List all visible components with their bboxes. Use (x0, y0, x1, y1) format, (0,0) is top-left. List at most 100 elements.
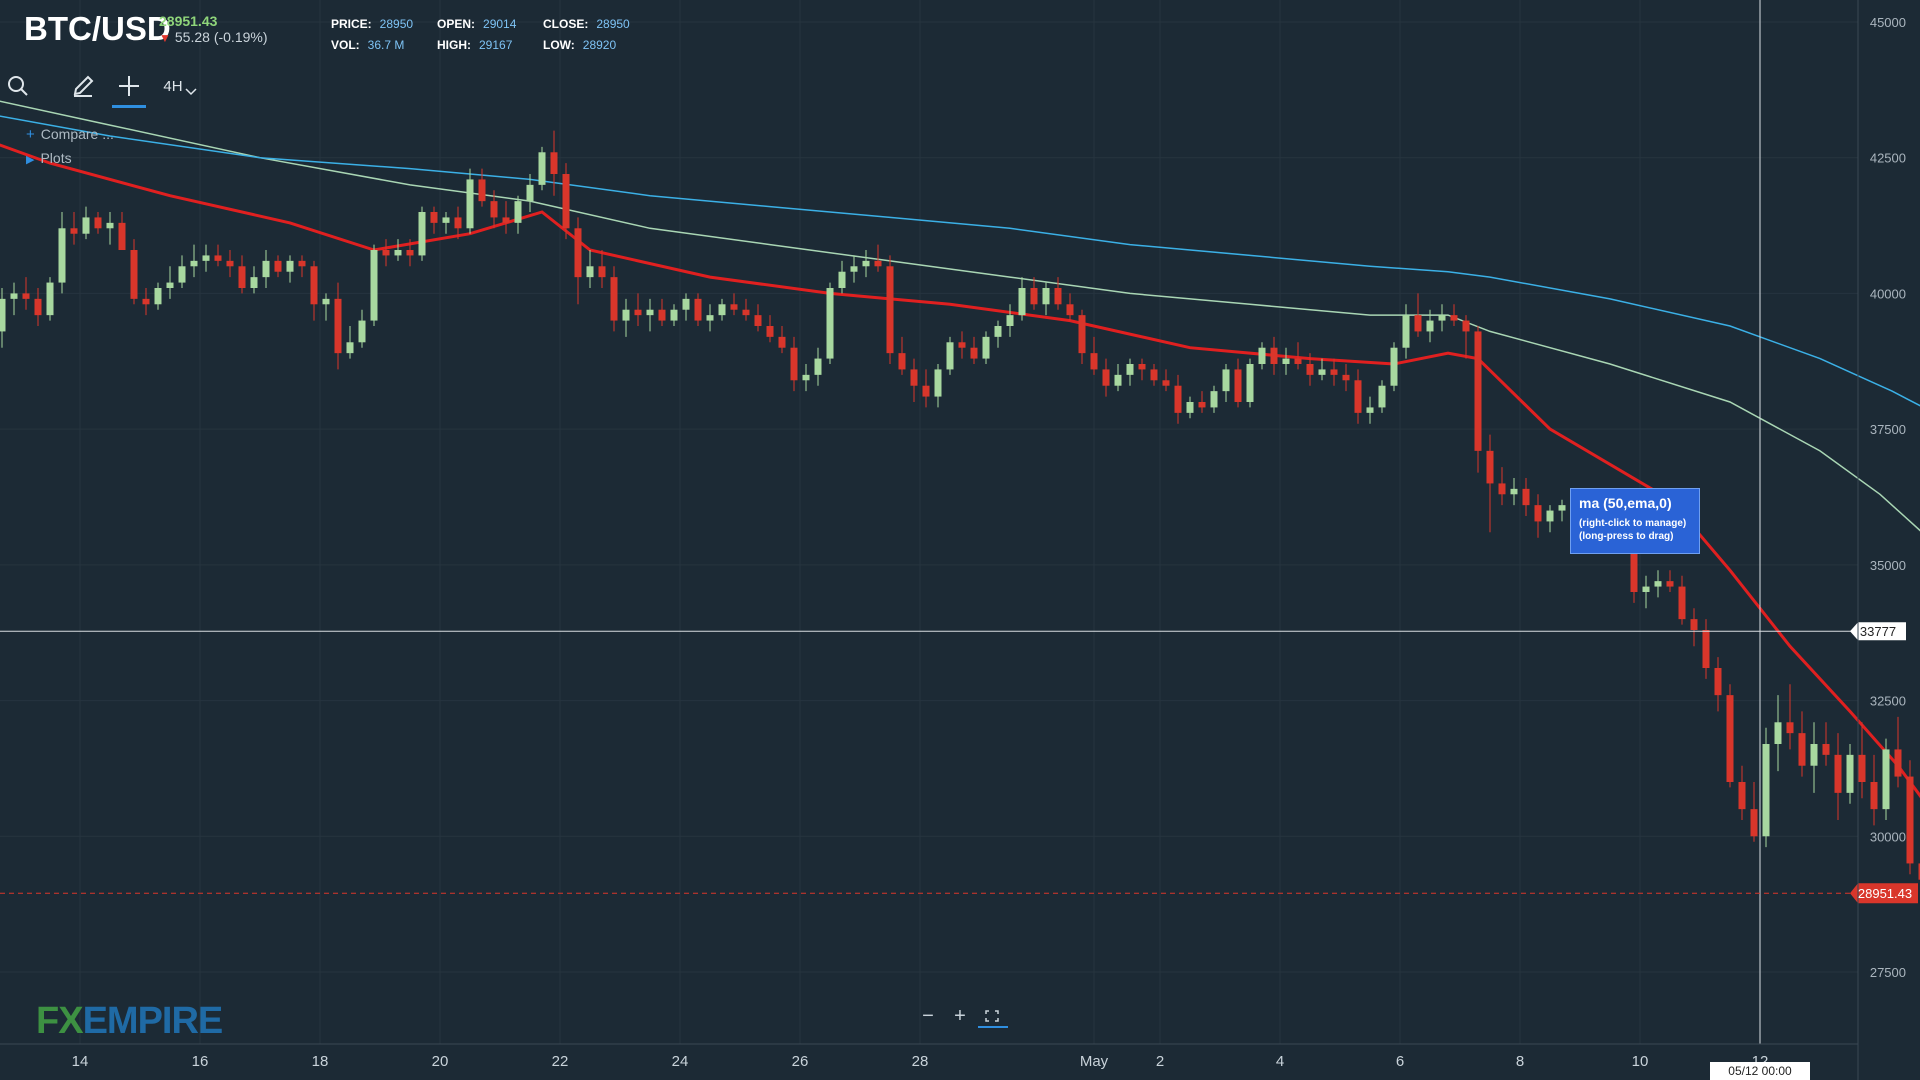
candle-body (1246, 364, 1254, 402)
candle-body (1690, 619, 1698, 630)
candle-body (586, 266, 594, 278)
candle (1234, 358, 1242, 408)
candle-body (34, 298, 42, 316)
candle (814, 347, 822, 386)
candle (850, 255, 858, 283)
search-icon[interactable] (2, 64, 34, 108)
candle-body (574, 228, 582, 278)
candle-body (1378, 385, 1386, 408)
candle (1774, 695, 1782, 772)
study-tooltip[interactable]: ma (50,ema,0) (right-click to manage) (l… (1570, 488, 1700, 554)
candle (274, 255, 282, 278)
candle-body (82, 217, 90, 234)
candle (1474, 326, 1482, 473)
candle (1186, 396, 1194, 419)
candle-body (1102, 369, 1110, 386)
candle-body (1066, 304, 1074, 316)
candle-body (1882, 749, 1890, 810)
price-change: ▼ 55.28 (-0.19%) (159, 29, 268, 45)
candle (202, 244, 210, 272)
candle (1846, 744, 1854, 804)
candle (322, 293, 330, 321)
last-price: 28951.43 (159, 13, 218, 29)
x-tick-label: 26 (792, 1053, 809, 1070)
candle (1786, 684, 1794, 750)
candle (250, 266, 258, 294)
interval-label: 4H (163, 77, 183, 95)
interval-selector[interactable]: 4H (156, 64, 204, 108)
candle (970, 336, 978, 364)
candle-body (526, 184, 534, 202)
crosshair-plus-icon[interactable] (112, 64, 146, 108)
candle (1090, 336, 1098, 375)
candle (262, 250, 270, 288)
candle-body (790, 347, 798, 381)
candle-body (706, 315, 714, 321)
plots-button[interactable]: ▶ Plots (26, 150, 72, 166)
candle-body (562, 174, 570, 229)
candle-body (70, 228, 78, 234)
candle (1162, 369, 1170, 392)
candle (226, 250, 234, 278)
candle (1330, 358, 1338, 386)
candle (1450, 304, 1458, 326)
candle-body (1858, 754, 1866, 782)
candle (538, 146, 546, 191)
symbol-title[interactable]: BTC/USD (24, 10, 171, 47)
candle-body (1642, 586, 1650, 592)
candle (982, 331, 990, 364)
down-arrow-icon: ▼ (159, 31, 171, 45)
fullscreen-icon[interactable] (978, 1004, 1006, 1028)
candle-body (130, 250, 138, 299)
candle (1918, 863, 1920, 880)
candle (22, 277, 30, 310)
candle (1294, 342, 1302, 370)
candle (742, 298, 750, 321)
zoom-out-button[interactable]: − (922, 1004, 934, 1027)
candle-body (1318, 369, 1326, 375)
candle (1366, 396, 1374, 424)
candle-body (1834, 754, 1842, 793)
candle-body (178, 266, 186, 283)
candle-body (1042, 288, 1050, 305)
candle (1738, 765, 1746, 820)
candle-body (154, 288, 162, 305)
candle (142, 288, 150, 316)
candle-body (538, 152, 546, 185)
candle (382, 239, 390, 267)
candle (574, 217, 582, 305)
candle-body (106, 222, 114, 229)
candle (1198, 391, 1206, 413)
zoom-in-button[interactable]: + (954, 1004, 966, 1027)
candle-body (922, 385, 930, 397)
y-tick-label: 32500 (1870, 694, 1906, 709)
y-tick-label: 45000 (1870, 15, 1906, 30)
candle (1414, 293, 1422, 337)
candle (1486, 434, 1494, 533)
candle (1870, 754, 1878, 826)
draw-pencil-icon[interactable] (66, 64, 100, 108)
chart-overlay: 33777 28951.43 (0, 0, 1918, 1044)
candle (34, 288, 42, 326)
triangle-right-icon: ▶ (26, 154, 35, 166)
candle-body (1210, 391, 1218, 408)
candle (1342, 364, 1350, 392)
candle-body (1714, 668, 1722, 696)
candle-body (334, 298, 342, 354)
candle (310, 260, 318, 321)
candle (1270, 336, 1278, 375)
compare-button[interactable]: + Compare ... (26, 126, 114, 143)
candle (130, 239, 138, 305)
candle (154, 282, 162, 310)
candle (178, 255, 186, 288)
candlestick-series (0, 130, 1920, 880)
candle (826, 282, 834, 364)
candle (766, 315, 774, 343)
candle-body (1762, 744, 1770, 837)
candle (1426, 309, 1434, 343)
candle-body (1534, 505, 1542, 522)
candle-body (862, 260, 870, 267)
candle (718, 298, 726, 321)
candle (550, 130, 558, 196)
